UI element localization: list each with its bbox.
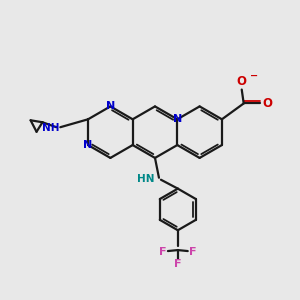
Text: N: N bbox=[173, 114, 182, 124]
Text: N: N bbox=[106, 101, 115, 111]
Text: O: O bbox=[262, 97, 272, 110]
Text: F: F bbox=[189, 247, 196, 257]
Text: HN: HN bbox=[137, 174, 155, 184]
Text: F: F bbox=[174, 259, 182, 269]
Text: −: − bbox=[250, 71, 258, 81]
Text: F: F bbox=[159, 247, 167, 257]
Text: O: O bbox=[237, 75, 247, 88]
Text: N: N bbox=[83, 140, 93, 150]
Text: NH: NH bbox=[42, 123, 59, 133]
